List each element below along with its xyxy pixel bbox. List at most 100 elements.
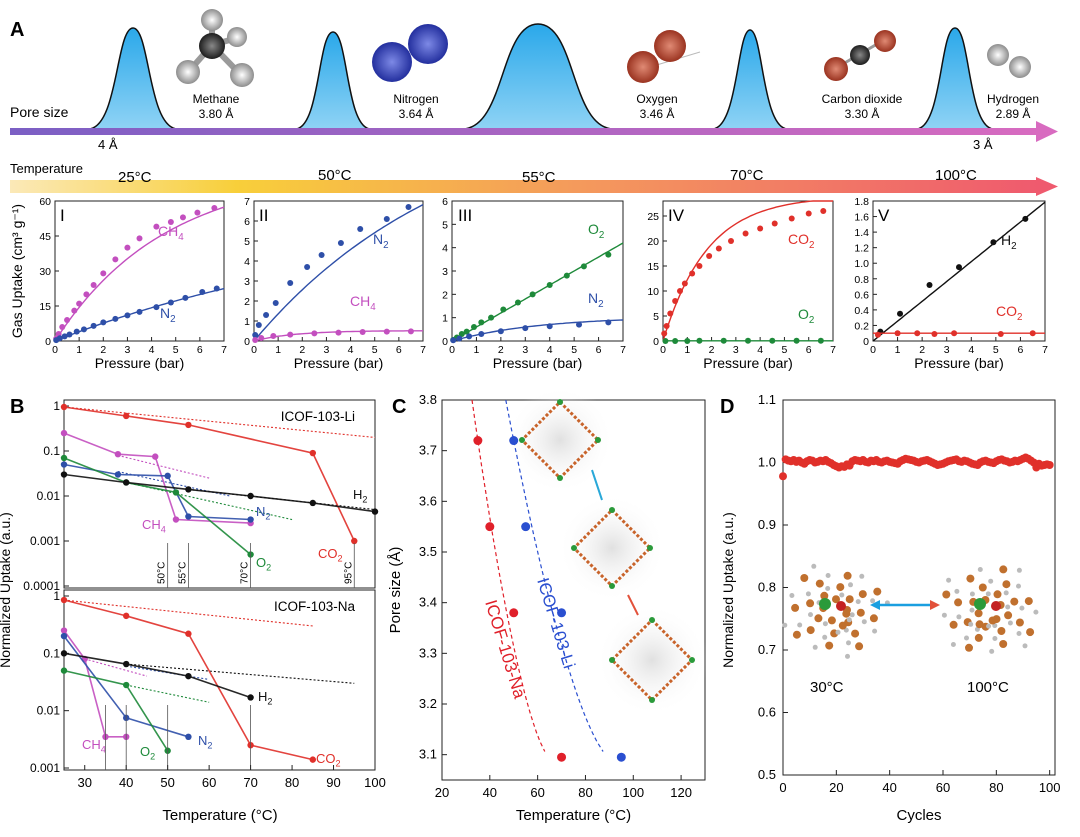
- atom: [792, 630, 801, 639]
- framework-node: [649, 697, 655, 703]
- x-tick-label: 3: [944, 344, 950, 356]
- panel-a-label: A: [10, 19, 24, 41]
- data-point-ICOF-103-Li: [616, 752, 626, 762]
- atom: [843, 571, 852, 580]
- temp-marker-label: 95°C: [343, 562, 354, 584]
- hydrogen-molecule-icon: [987, 44, 1031, 78]
- y-tick-label: 3: [244, 276, 250, 288]
- data-point-N2: [153, 304, 160, 311]
- x-tick-label: 40: [119, 775, 133, 790]
- y-tick-label: 1.0: [854, 258, 869, 270]
- atom: [954, 588, 960, 594]
- y-tick-label: 0.001: [30, 534, 60, 548]
- atom: [870, 598, 876, 604]
- data-point-CO2: [706, 253, 713, 259]
- data-point-CO2: [663, 323, 670, 329]
- data-point-N2: [114, 471, 122, 478]
- pore-size-label: Pore size: [10, 104, 69, 120]
- data-point-N2: [522, 325, 529, 332]
- data-point-N2: [255, 322, 262, 328]
- molecule-name: Methane: [193, 92, 240, 106]
- data-point-N2: [357, 226, 364, 232]
- series-label-N2: N2: [588, 290, 604, 310]
- y-tick-label: 1.4: [854, 227, 869, 239]
- isotherm-panel-V: 0 1 2 3 4 5 6 700.20.40.60.81.01.21.41.61.8Pres…: [854, 196, 1048, 371]
- atom: [851, 629, 860, 638]
- atom: [988, 578, 994, 584]
- atom: [1007, 620, 1013, 626]
- data-point-CH4: [76, 300, 83, 307]
- atom: [1015, 618, 1024, 627]
- y-tick-label: 0.2: [854, 320, 869, 332]
- series-label-li: ICOF-103-Li: [533, 576, 579, 671]
- y-tick-label: 0.1: [43, 444, 60, 458]
- x-tick-label: 4: [968, 344, 974, 356]
- panel-d: D 0 20 40 60 80 100 0.5 0.6 0.7 0.8 0.9 1.0 1.1 Cycles…: [720, 392, 1061, 824]
- atom: [845, 653, 850, 659]
- x-tick-label: 2: [709, 344, 715, 356]
- x-tick-label: 7: [420, 344, 426, 356]
- x-axis-label: Cycles: [896, 807, 941, 824]
- atom: [1002, 580, 1011, 589]
- data-point-ICOF-103-Na: [557, 752, 567, 762]
- x-tick-label: 0: [870, 344, 876, 356]
- data-point-CO2: [715, 245, 722, 252]
- data-point-CO2: [123, 612, 130, 620]
- y-tick-label: 0.1: [43, 646, 60, 660]
- x-tick-label: 60: [202, 775, 216, 790]
- molecular-structure-icon: [782, 563, 890, 659]
- data-point-H2: [60, 650, 68, 657]
- data-point-H2: [371, 508, 379, 515]
- atom: [975, 620, 984, 629]
- panel-b-label: B: [10, 396, 24, 418]
- y-tick-label: 7: [244, 196, 250, 208]
- y-tick-label: 2: [244, 296, 250, 308]
- x-tick-label: 3: [522, 344, 528, 356]
- panel-b-subplot-1: 1 0.1 0.01 0.001 0.0001 ICOF-103-Li CO2 CH4 N2 O2…: [23, 399, 379, 593]
- data-point-CO2: [742, 230, 749, 237]
- x-tick-label: 2: [299, 344, 305, 356]
- series-label-CH4: CH4: [350, 293, 376, 313]
- data-point-CH4: [83, 291, 90, 298]
- series-line-H2: [63, 473, 376, 513]
- data-point-ICOF-103-Li: [521, 522, 531, 532]
- y-axis-label: Normalized Uptake (a.u.): [720, 512, 736, 668]
- series-label-CO2: CO2: [996, 303, 1022, 323]
- data-point-N2: [90, 322, 97, 329]
- x-tick-label: 100: [622, 785, 644, 800]
- atom: [974, 633, 983, 642]
- y-tick-label: 45: [39, 231, 51, 243]
- series-label-O2: O2: [798, 306, 814, 326]
- data-point-CO2: [689, 270, 696, 277]
- y-tick-label: 60: [39, 196, 51, 208]
- y-tick-label: 6: [244, 216, 250, 228]
- x-tick-label: 7: [830, 344, 836, 356]
- exchange-arrowhead: [870, 600, 880, 610]
- series-label-H2: H2: [258, 689, 272, 707]
- data-point-O2: [580, 263, 587, 270]
- data-point-CO2: [60, 403, 68, 411]
- y-tick-label: 5: [442, 219, 448, 231]
- atom: [969, 591, 975, 597]
- panel-d-label: D: [720, 396, 734, 418]
- framework-node: [609, 657, 615, 663]
- x-tick-label: 0: [449, 344, 455, 356]
- data-point-ICOF-103-Na: [509, 608, 519, 618]
- data-point-H2: [1022, 215, 1029, 222]
- pore-size-arrowhead: [1036, 121, 1058, 142]
- data-point-O2: [793, 337, 800, 344]
- atom: [974, 598, 986, 610]
- y-tick-label: 0: [45, 336, 51, 348]
- atom: [806, 626, 815, 635]
- data-point-CH4: [258, 335, 265, 341]
- x-tick-label: 90: [326, 775, 340, 790]
- data-point-cycle: [779, 472, 787, 481]
- series-label-H2: H2: [1001, 232, 1017, 252]
- x-tick-label: 80: [989, 780, 1003, 795]
- atom: [858, 590, 867, 599]
- data-point-O2: [470, 324, 477, 330]
- panel-b-subplot-2: 1 0.1 0.01 0.001 ICOF-103-Na CO2 CH4 N2 O2 H2: [30, 589, 376, 775]
- data-point-ICOF-103-Li: [557, 608, 567, 618]
- panel-c: C 20 40 60 80 100 120 3.1 3.2 3.3 3.4 3.5 3.6 3.7 3.8 T…: [387, 386, 708, 824]
- x-tick-label: 0: [660, 344, 666, 356]
